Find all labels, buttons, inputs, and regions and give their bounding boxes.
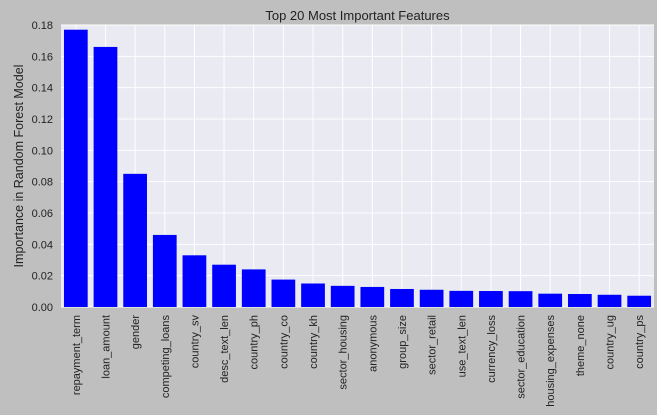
plot-area [61,25,654,307]
y-tick-label: 0.16 [32,51,53,63]
bar-loan-amount [93,46,118,307]
bar-sector-retail [419,289,444,307]
x-tick-label: country_co [278,315,290,369]
bar-competing-loans [152,234,177,307]
y-tick-label: 0.18 [32,20,53,32]
bar-country-ps [627,295,652,307]
bar-housing-expenses [538,293,563,307]
x-tick-labels: repayment_term loan_amount gender competing… [71,315,646,407]
y-tick-label: 0.00 [32,302,53,314]
bar-country-sv [182,255,207,307]
x-tick-label: competing_loans [160,315,172,399]
y-tick-label: 0.10 [32,145,53,157]
bar-country-ph [241,269,266,307]
bar-repayment-term [63,29,88,307]
y-tick-label: 0.12 [32,114,53,126]
bar-country-co [271,279,296,307]
x-tick-label: country_sv [189,315,201,369]
x-tick-label: country_ug [605,315,617,369]
x-tick-label: sector_retail [427,315,439,375]
bar-country-kh [301,283,325,307]
bar-gender [123,173,147,307]
x-tick-label: group_size [397,315,409,369]
x-tick-label: country_ps [634,315,646,369]
chart-title: Top 20 Most Important Features [265,8,450,23]
y-tick-label: 0.04 [32,239,53,251]
bar-sector-education [508,291,533,307]
x-tick-label: loan_amount [100,315,112,379]
x-tick-label: theme_none [575,315,587,376]
bars [63,29,652,307]
x-tick-label: housing_expenses [545,315,557,407]
bar-group-size [390,288,414,307]
y-tick-label: 0.14 [32,83,53,95]
bar-currency-loss [479,291,503,307]
x-tick-label: desc_text_len [219,315,231,383]
x-tick-label: use_text_len [456,315,468,377]
y-tick-label: 0.06 [32,208,53,220]
x-tick-label: repayment_term [71,315,83,395]
x-tick-label: gender [130,315,142,350]
x-tick-label: anonymous [367,315,379,372]
y-axis-label: Importance in Random Forest Model [12,65,26,268]
x-tick-label: country_kh [308,315,320,369]
bar-sector-housing [330,285,355,307]
bar-anonymous [360,286,385,307]
x-tick-label: currency_loss [486,315,498,383]
x-tick-label: sector_education [516,315,528,399]
x-tick-label: sector_housing [338,315,350,390]
bar-desc-text-len [212,264,236,307]
bar-country-ug [597,294,622,307]
y-tick-labels: 0.00 0.02 0.04 0.06 0.08 0.10 0.12 0.14 0.16 0.18 [32,20,53,314]
x-tick-label: country_ph [249,315,261,369]
y-tick-label: 0.08 [32,177,53,189]
bar-use-text-len [449,290,474,307]
bar-theme-none [568,293,592,307]
y-tick-label: 0.02 [32,271,53,283]
